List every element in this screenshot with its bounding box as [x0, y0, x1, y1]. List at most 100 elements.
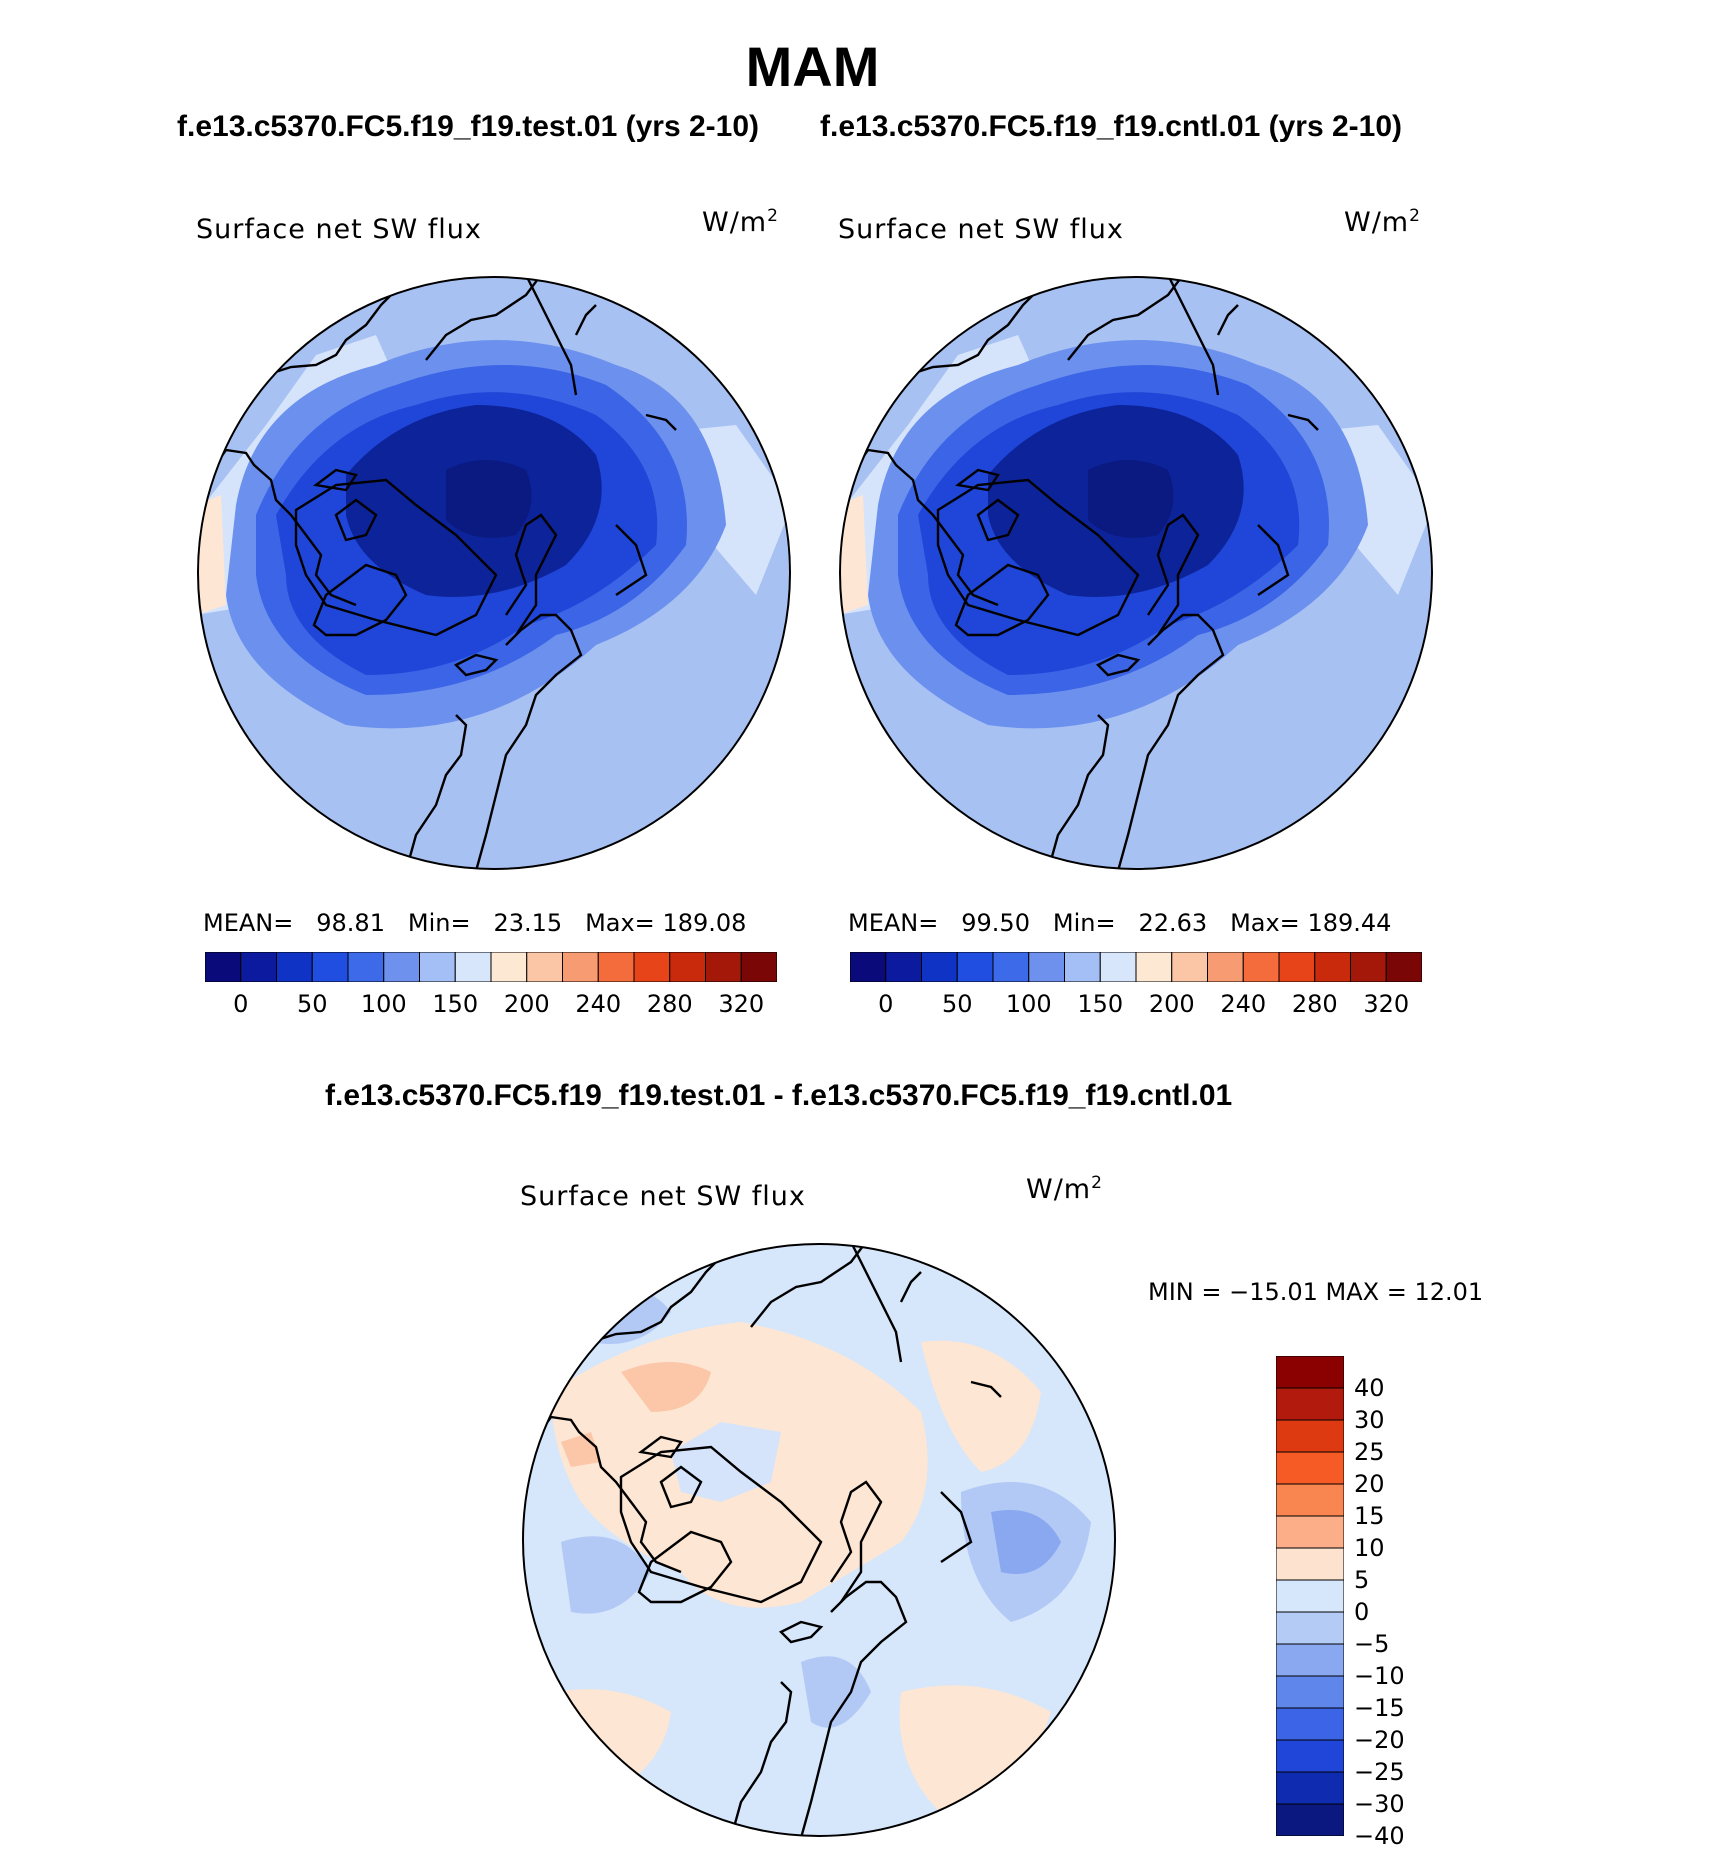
colorbar-tick-label: 150 [432, 990, 479, 1018]
colorbar-tick-label: 200 [503, 990, 550, 1018]
diff-warm-atlantic [523, 1689, 671, 1802]
panel2-coastlines [840, 277, 1319, 869]
colorbar-tick-label: 50 [941, 990, 973, 1018]
diff-coast-novaya-zemlya [899, 1271, 922, 1303]
colorbar-swatch [1135, 952, 1173, 982]
diff-coast-chukotka [523, 1413, 537, 1418]
colorbar-swatch [1278, 952, 1316, 982]
panel2-mean-label: MEAN= [848, 909, 939, 937]
panel2-colorbar [850, 952, 1422, 982]
colorbar-swatch [240, 952, 277, 982]
panel2-coast-barents [1257, 524, 1290, 596]
panel2-stats: MEAN= 99.50 Min= 22.63 Max= 189.44 [848, 909, 1391, 937]
right-run-subtitle: f.e13.c5370.FC5.f19_f19.cntl.01 (yrs 2-1… [820, 110, 1402, 143]
colorbar-swatch [311, 952, 349, 982]
diff-colorbar-tick-label: −40 [1354, 1822, 1405, 1850]
colorbar-swatch [526, 952, 563, 982]
panel2-map-border [839, 276, 1433, 870]
panel2-max-label: Max= [1230, 909, 1300, 937]
panel1-coast-siberia-east [265, 294, 392, 377]
colorbar-swatch [1207, 952, 1244, 982]
diff-colorbar-tick-label: 25 [1354, 1438, 1385, 1466]
colorbar-swatch [740, 952, 777, 982]
diff-colorbar-swatch [1276, 1356, 1344, 1389]
panel2-mean-value: 99.50 [961, 909, 1030, 937]
diff-colorbar-tick-label: 15 [1354, 1502, 1385, 1530]
panel1-map-border [197, 276, 791, 870]
diff-coast-scandinavia [799, 1580, 908, 1836]
colorbar-tick-label: 320 [718, 990, 765, 1018]
colorbar-swatch [1242, 952, 1280, 982]
colorbar-swatch [956, 952, 994, 982]
diff-cool-alaska [561, 1536, 651, 1614]
diff-colorbar-tick-label: 40 [1354, 1374, 1385, 1402]
diff-variable-label: Surface net SW flux [520, 1181, 806, 1212]
diff-warm-europe [899, 1685, 1051, 1822]
panel1-stats: MEAN= 98.81 Min= 23.15 Max= 189.08 [203, 909, 746, 937]
panel2-coast-east-arm [1287, 413, 1319, 431]
panel1-coast-island-2 [313, 468, 358, 492]
diff-coast-siberia-north [750, 1244, 867, 1328]
diff-min-max: MIN = −15.01 MAX = 12.01 [1148, 1278, 1484, 1306]
diff-colorbar [1276, 1356, 1344, 1836]
colorbar-swatch [921, 952, 958, 982]
panel1-colorbar-ticks: 0 50 100 150 200 240 280 320 [205, 990, 777, 1020]
diff-colorbar-swatch [1276, 1387, 1344, 1421]
colorbar-tick-label: 100 [1005, 990, 1052, 1018]
diff-coast-taymyr [849, 1244, 903, 1363]
colorbar-tick-label: 280 [1291, 990, 1338, 1018]
panel2-coast-svalbard [1147, 513, 1200, 636]
colorbar-swatch [850, 952, 887, 982]
panel2-colorbar-ticks: 0 50 100 150 200 240 280 320 [850, 990, 1422, 1020]
panel2-coast-greenland-west [954, 563, 1050, 637]
diff-colorbar-tick-label: −30 [1354, 1790, 1405, 1818]
diff-colorbar-swatch [1276, 1803, 1344, 1836]
panel2-warm-region-west [840, 495, 868, 615]
panel2-arctic-core [1088, 460, 1174, 538]
panel2-coast-island-1 [976, 498, 1020, 542]
panel1-coast-barents [615, 524, 648, 596]
panel1-min-value: 23.15 [493, 909, 563, 937]
diff-coast-greenland [619, 1445, 823, 1604]
diff-colorbar-tick-label: 20 [1354, 1470, 1385, 1498]
panel1-mean-value: 98.81 [316, 909, 385, 937]
diff-units: W/m2 [1026, 1173, 1103, 1205]
panel1-max-label: Max= [585, 909, 655, 937]
colorbar-tick-label: 240 [575, 990, 622, 1018]
panel1-units-exponent: 2 [767, 206, 779, 226]
panel2-variable-label: Surface net SW flux [838, 214, 1124, 245]
panel1-mean-label: MEAN= [203, 909, 294, 937]
diff-coast-island-1 [659, 1465, 703, 1509]
panel2-min-label: Min= [1052, 909, 1116, 937]
panel2-coast-novaya-zemlya [1216, 304, 1239, 336]
panel2-coast-siberia-north [1067, 277, 1184, 361]
diff-cool-scandinavia [801, 1656, 871, 1728]
colorbar-swatch [1028, 952, 1065, 982]
colorbar-swatch [1064, 952, 1101, 982]
panel1-min-label: Min= [407, 909, 471, 937]
panel1-coast-novaya-zemlya [574, 304, 597, 336]
diff-coast-greenland-west [637, 1530, 733, 1604]
colorbar-swatch [597, 952, 635, 982]
diff-colorbar-tick-label: −15 [1354, 1694, 1405, 1722]
diff-map-border [522, 1243, 1116, 1837]
diff-units-exponent: 2 [1091, 1173, 1103, 1193]
colorbar-swatch [383, 952, 420, 982]
diff-colorbar-tick-label: 0 [1354, 1598, 1370, 1626]
panel2-coast-siberia-east [907, 294, 1034, 377]
panel2-units-base: W/m [1344, 207, 1410, 238]
panel1-colorbar [205, 952, 777, 982]
diff-colorbar-swatch [1276, 1707, 1344, 1741]
panel1-warm-region-west [198, 495, 226, 615]
panel1-coast-iceland [453, 653, 499, 677]
panel1-units-base: W/m [702, 207, 768, 238]
panel1-coast-greenland-west [312, 563, 408, 637]
diff-colorbar-tick-label: −5 [1354, 1630, 1390, 1658]
diff-warm-patch-1 [621, 1362, 711, 1412]
diff-colorbar-tick-label: −25 [1354, 1758, 1405, 1786]
diff-coast-barents [940, 1491, 973, 1563]
diff-colorbar-ticks: 40 30 25 20 15 10 5 0 −5 −10 −15 −20 −25 −30 −40 [1354, 1356, 1474, 1850]
panel1-coast-svalbard [505, 513, 558, 636]
diff-coast-iceland [778, 1620, 824, 1644]
left-run-subtitle: f.e13.c5370.FC5.f19_f19.test.01 (yrs 2-1… [177, 110, 760, 143]
